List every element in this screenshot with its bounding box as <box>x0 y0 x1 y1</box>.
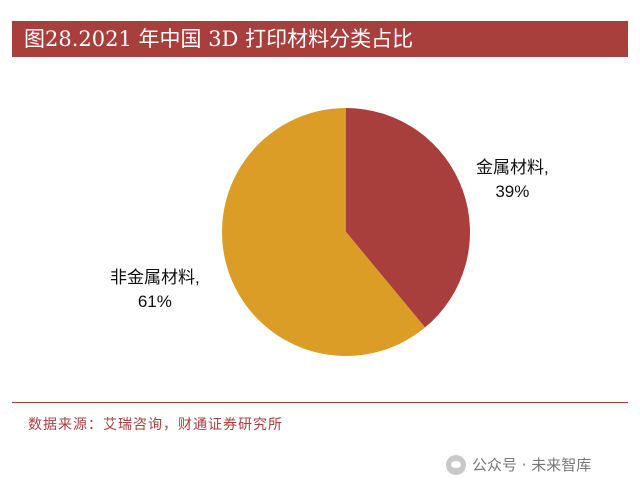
watermark-text: 公众号 · 未来智库 <box>472 456 592 474</box>
pie-slice-1 <box>221 108 426 356</box>
pie-slices <box>221 108 470 356</box>
chart-title: 图28.2021 年中国 3D 打印材料分类占比 <box>12 21 628 57</box>
watermark: 公众号 · 未来智库 <box>446 454 591 475</box>
source-note: 数据来源：艾瑞咨询，财通证券研究所 <box>28 417 283 433</box>
nonmetal-slice-name: 非金属材料, <box>110 268 200 287</box>
nonmetal-slice-label: 非金属材料, 61% <box>110 266 200 314</box>
metal-slice-name: 金属材料, <box>476 158 549 177</box>
metal-slice-value: 39% <box>495 182 530 201</box>
wechat-icon <box>446 454 466 475</box>
pie-slice-0 <box>346 108 470 328</box>
nonmetal-slice-value: 61% <box>137 292 172 311</box>
metal-slice-label: 金属材料, 39% <box>476 156 549 204</box>
source-divider <box>12 402 628 403</box>
